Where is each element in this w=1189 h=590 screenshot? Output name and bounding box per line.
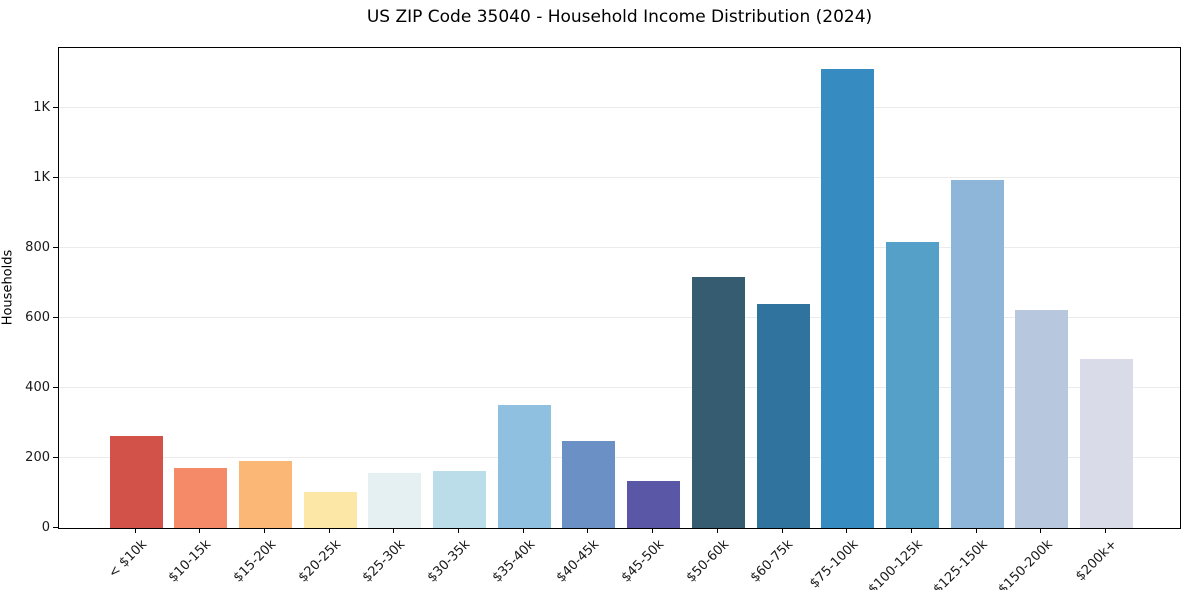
- bar: [109, 435, 163, 528]
- bar: [627, 480, 681, 528]
- x-tick-label: $75-100k: [806, 537, 862, 590]
- y-tick-mark: [53, 526, 58, 528]
- x-tick-label: $35-40k: [489, 537, 538, 586]
- bar: [691, 276, 745, 528]
- y-tick-label: 200: [25, 449, 50, 465]
- bar: [756, 304, 810, 528]
- plot-area: [58, 47, 1181, 529]
- x-tick-label: $45-50k: [618, 537, 668, 586]
- gridline: [59, 177, 1180, 179]
- x-tick-mark: [975, 528, 977, 533]
- y-tick-label: 1K: [33, 99, 50, 115]
- y-tick-label: 800: [25, 239, 50, 255]
- y-tick-mark: [53, 106, 58, 108]
- bar: [885, 241, 939, 528]
- y-tick-mark: [53, 246, 58, 248]
- chart-title: US ZIP Code 35040 - Household Income Dis…: [366, 7, 873, 27]
- bar: [1015, 310, 1069, 528]
- y-tick-mark: [53, 386, 58, 388]
- x-tick-mark: [522, 528, 524, 533]
- bar: [174, 467, 228, 528]
- x-tick-label: $150-200k: [995, 537, 1056, 590]
- x-tick-mark: [458, 528, 459, 533]
- x-tick-mark: [652, 528, 654, 533]
- bar: [950, 179, 1004, 528]
- x-tick-mark: [1105, 528, 1106, 533]
- x-tick-mark: [1040, 528, 1042, 533]
- x-tick-mark: [328, 528, 330, 533]
- bar: [497, 405, 551, 528]
- y-tick-label: 600: [25, 309, 50, 325]
- bar: [303, 491, 357, 528]
- bar: [368, 473, 422, 528]
- bar: [433, 471, 486, 528]
- y-tick-label: 1K: [33, 169, 50, 185]
- x-tick-label: $50-60k: [683, 537, 732, 586]
- x-tick-label: $200k+: [1073, 537, 1121, 585]
- x-tick-label: $125-150k: [930, 537, 991, 590]
- x-tick-mark: [910, 528, 912, 533]
- bar: [562, 441, 616, 528]
- x-tick-label: $10-15k: [165, 537, 215, 586]
- y-tick-mark: [53, 316, 58, 318]
- gridline: [59, 317, 1180, 319]
- bar: [238, 461, 292, 528]
- bar: [1080, 359, 1133, 528]
- gridline: [59, 387, 1180, 389]
- x-tick-label: $40-45k: [554, 537, 603, 586]
- x-tick-label: $30-35k: [424, 537, 474, 586]
- y-tick-mark: [53, 176, 58, 178]
- x-tick-label: $25-30k: [359, 537, 409, 586]
- gridline: [59, 107, 1180, 109]
- y-tick-mark: [53, 456, 58, 458]
- x-tick-mark: [263, 528, 265, 533]
- x-tick-mark: [199, 528, 201, 533]
- x-tick-label: < $10k: [105, 537, 150, 582]
- x-tick-mark: [846, 528, 848, 533]
- x-tick-label: $100-125k: [865, 537, 927, 590]
- x-tick-label: $20-25k: [295, 537, 344, 586]
- gridline: [59, 457, 1180, 459]
- x-tick-mark: [393, 528, 395, 533]
- y-tick-label: 400: [25, 379, 50, 395]
- y-tick-label: 0: [41, 519, 50, 535]
- x-tick-mark: [134, 528, 136, 533]
- x-tick-label: $60-75k: [748, 537, 797, 586]
- x-tick-label: $15-20k: [230, 537, 280, 586]
- gridline: [59, 247, 1180, 249]
- bar: [821, 69, 875, 528]
- x-tick-mark: [716, 528, 718, 533]
- x-tick-mark: [781, 528, 783, 533]
- x-tick-mark: [587, 528, 589, 533]
